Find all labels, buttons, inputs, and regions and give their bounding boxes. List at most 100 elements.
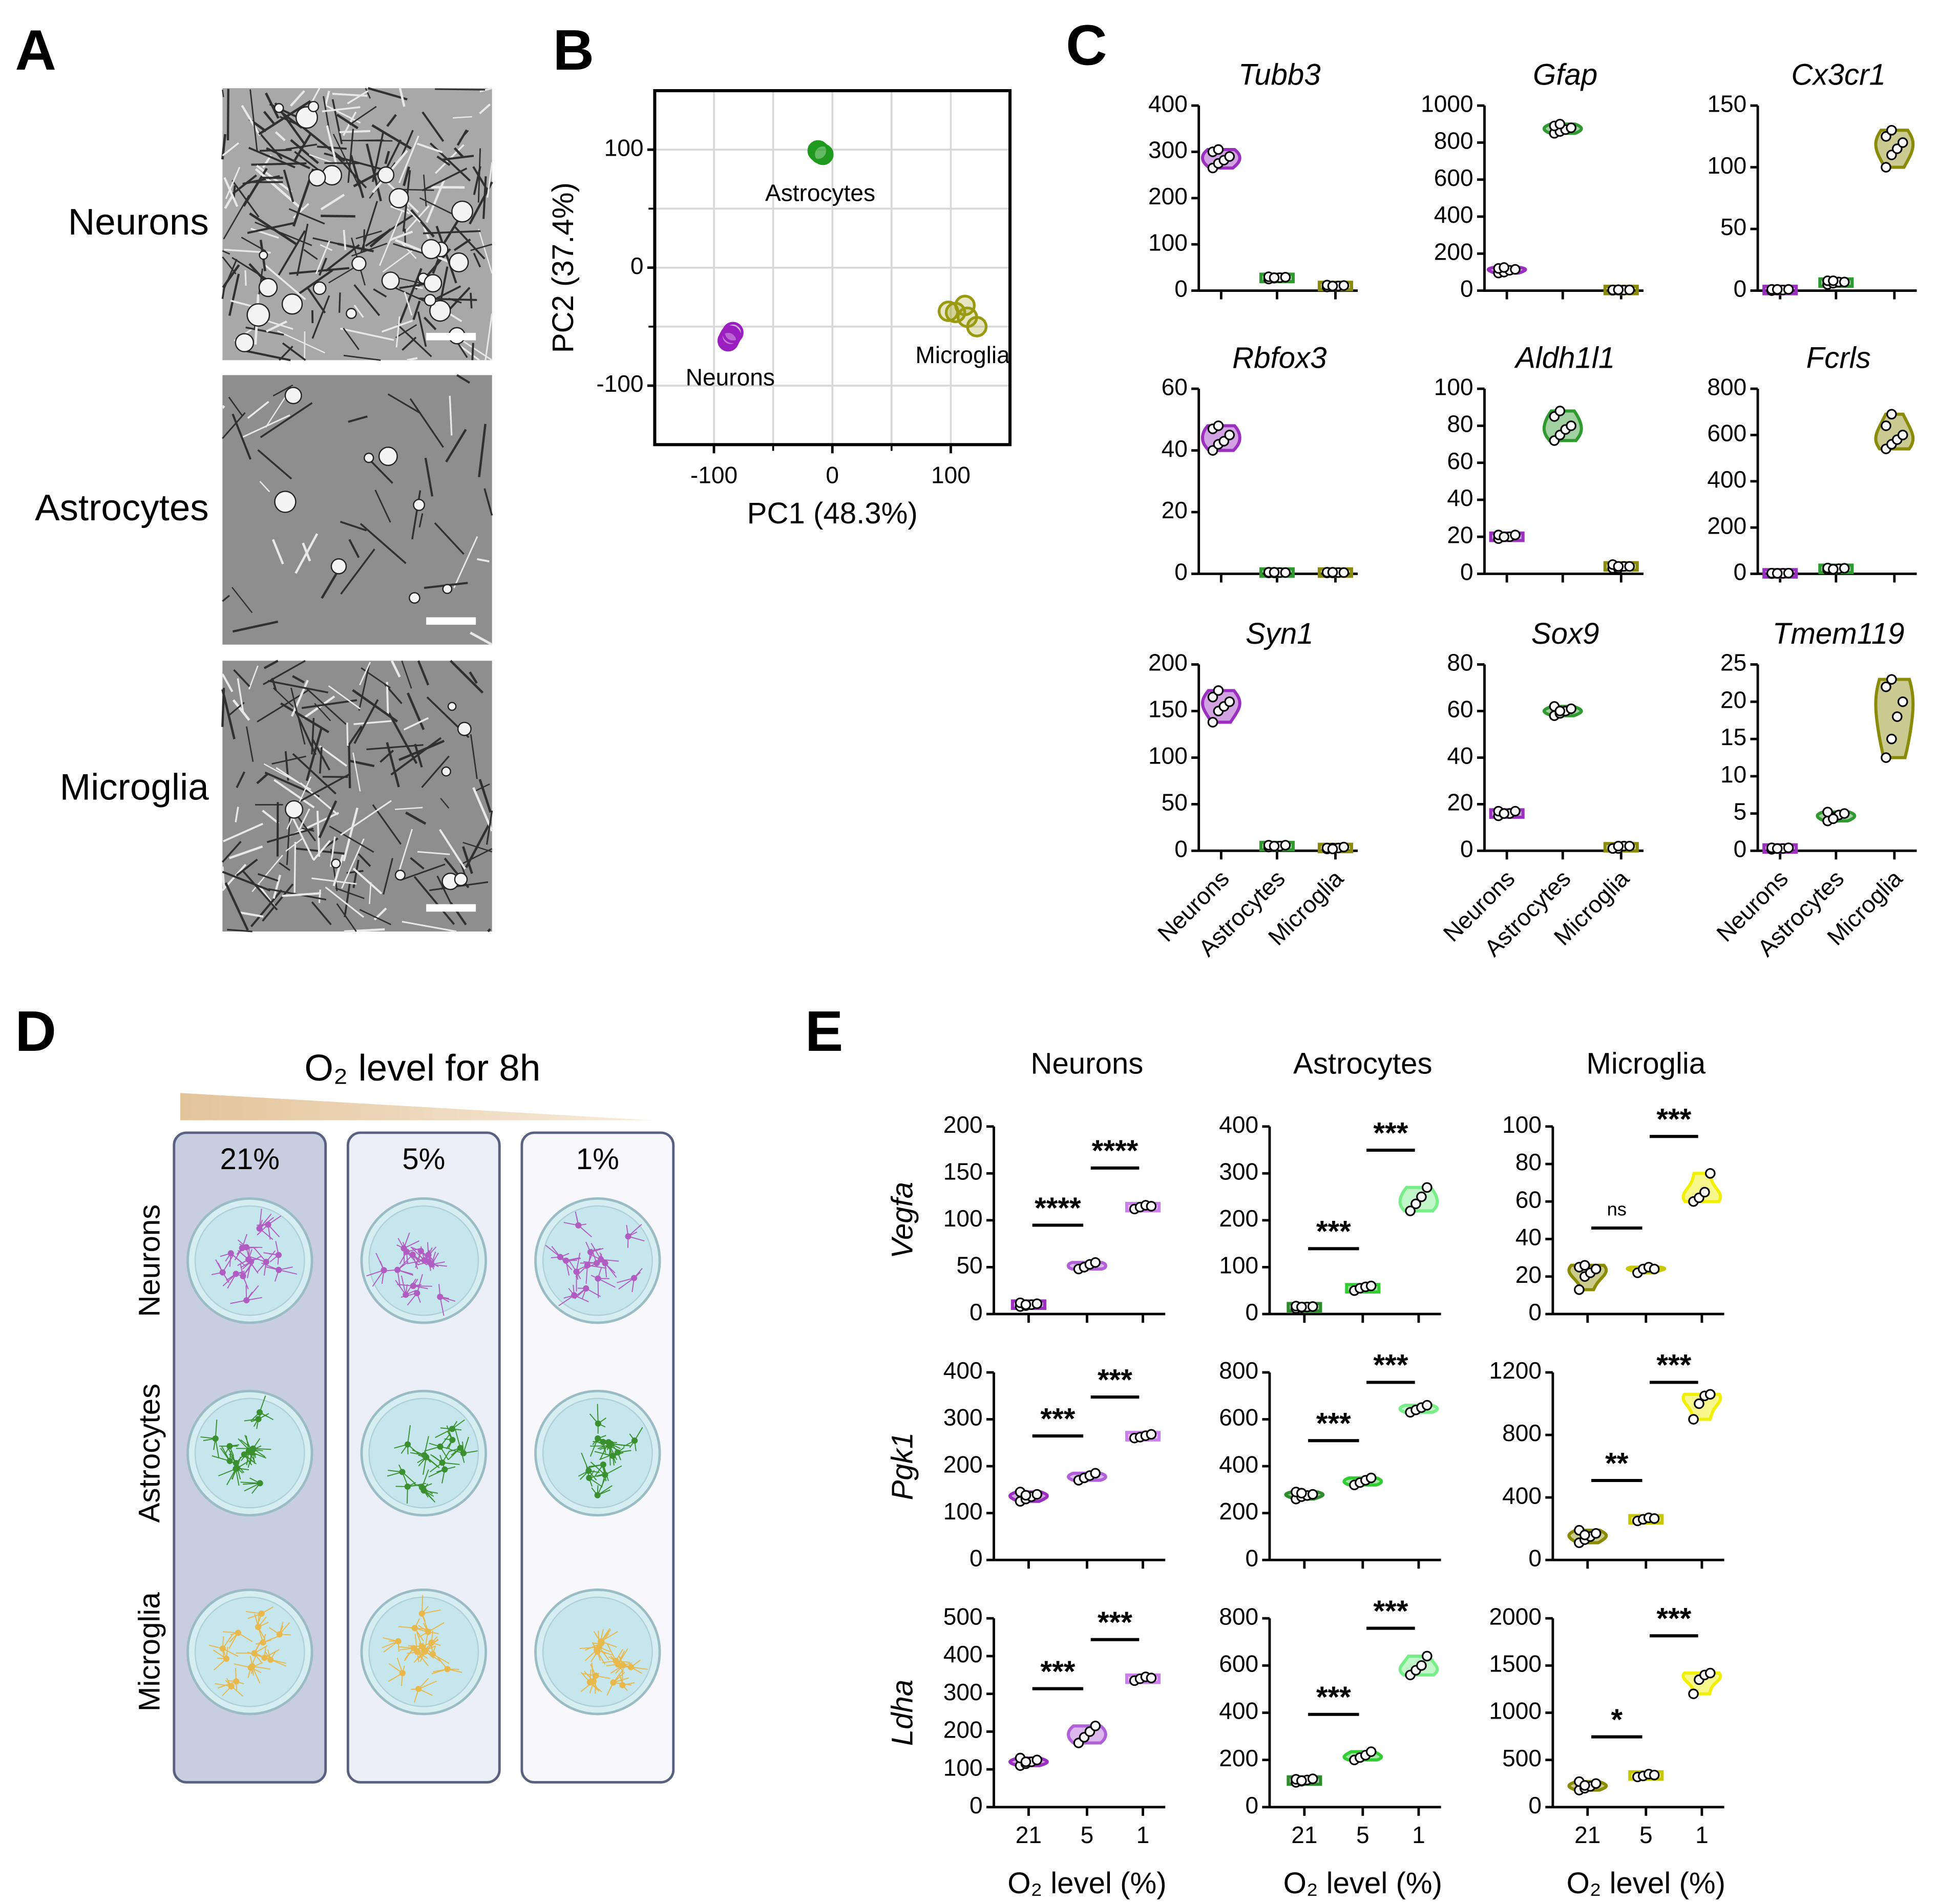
image-texture xyxy=(390,230,413,241)
image-texture xyxy=(359,908,391,925)
image-texture xyxy=(397,829,413,873)
cell-process xyxy=(587,1264,607,1269)
image-texture xyxy=(382,320,413,333)
y-tick-label: 150 xyxy=(1707,90,1746,117)
x-axis-label: O₂ level (%) xyxy=(1567,1867,1725,1900)
image-texture xyxy=(421,755,450,788)
y-tick-label: 100 xyxy=(1148,229,1188,256)
violin-plot: 0 100 200 300 400 Astrocytes *** *** xyxy=(1219,1047,1441,1325)
image-texture xyxy=(445,429,467,463)
image-texture xyxy=(223,822,263,842)
culture-dish xyxy=(360,1197,487,1324)
data-point xyxy=(1886,674,1897,685)
image-cell xyxy=(274,491,297,513)
image-texture xyxy=(275,131,286,141)
micrograph xyxy=(221,374,493,646)
y-tick-label: 80 xyxy=(1447,649,1473,676)
condition-label: 5% xyxy=(402,1143,445,1176)
data-point xyxy=(1649,1263,1660,1275)
image-texture xyxy=(336,903,357,932)
image-texture xyxy=(248,665,259,690)
culture-dish xyxy=(186,1389,313,1517)
data-point xyxy=(1296,1301,1307,1313)
y-tick-label: 200 xyxy=(1219,1498,1258,1525)
y-tick-label: 200 xyxy=(1148,649,1188,676)
cell-process xyxy=(254,1247,267,1262)
image-texture xyxy=(348,415,368,423)
x-tick-label: 100 xyxy=(931,461,971,488)
gene-title: Tubb3 xyxy=(1238,58,1321,92)
y-tick-label: 150 xyxy=(1148,696,1188,723)
cell-body xyxy=(256,1409,263,1415)
cell-body xyxy=(585,1467,592,1474)
data-point xyxy=(1090,1721,1101,1731)
panel-letter: E xyxy=(805,999,843,1063)
y-tick-label: 0 xyxy=(1174,836,1188,862)
image-texture xyxy=(366,744,424,750)
image-texture xyxy=(262,810,280,824)
image-texture xyxy=(266,828,314,843)
image-texture xyxy=(413,876,455,925)
cluster-label: Neurons xyxy=(686,364,775,391)
image-texture xyxy=(235,807,239,822)
significance-label: *** xyxy=(1316,1681,1351,1714)
cell-body xyxy=(219,1269,226,1276)
image-texture xyxy=(257,449,292,480)
cell-process xyxy=(600,1631,618,1642)
cell-body xyxy=(418,1610,425,1617)
culture-dish xyxy=(534,1197,661,1324)
y-tick-label: 60 xyxy=(1447,696,1473,723)
panel-letter: A xyxy=(15,18,56,82)
image-texture xyxy=(221,405,225,409)
image-texture xyxy=(405,811,427,825)
image-texture xyxy=(390,737,442,776)
y-tick-label: 60 xyxy=(1515,1186,1542,1213)
image-texture xyxy=(368,87,408,101)
cell-process xyxy=(401,1275,407,1295)
image-texture xyxy=(321,215,355,218)
image-texture xyxy=(341,838,365,889)
image-texture xyxy=(429,881,489,892)
data-point xyxy=(1307,1489,1318,1500)
image-texture xyxy=(292,675,305,684)
image-cell xyxy=(364,452,374,463)
image-texture xyxy=(350,155,365,198)
image-texture xyxy=(290,680,309,717)
image-texture xyxy=(228,845,263,859)
cell-body xyxy=(243,1297,250,1304)
data-point xyxy=(1649,1769,1660,1781)
image-texture xyxy=(231,174,257,196)
violin-plot: 0 50 100 150 Cx3cr1 xyxy=(1707,58,1917,302)
image-texture xyxy=(343,327,360,350)
image-texture xyxy=(353,171,381,187)
image-texture xyxy=(394,807,423,810)
image-texture xyxy=(452,116,472,119)
cell-body xyxy=(251,1650,258,1657)
y-tick-label: 400 xyxy=(943,1641,983,1667)
data-point xyxy=(1365,1746,1377,1757)
cell-body xyxy=(241,1451,247,1458)
cell-body xyxy=(584,1262,591,1268)
y-tick-label: 100 xyxy=(1502,1111,1542,1138)
image-texture xyxy=(249,89,258,151)
violin xyxy=(1681,1172,1722,1203)
cell-body xyxy=(600,1461,606,1468)
cell-body xyxy=(404,1441,411,1448)
y-tick-label: 600 xyxy=(1219,1404,1258,1431)
image-cell xyxy=(346,308,357,319)
cell-process xyxy=(591,1662,594,1682)
cell-body xyxy=(401,1245,407,1252)
cell-body xyxy=(243,1244,249,1251)
culture-dish xyxy=(534,1389,661,1517)
cell-type-label: Microglia xyxy=(133,1592,166,1711)
data-point xyxy=(1897,137,1908,148)
data-point xyxy=(1566,420,1576,431)
image-texture xyxy=(228,273,240,316)
image-texture xyxy=(436,875,453,905)
y-tick-label: 500 xyxy=(943,1603,983,1630)
significance-label: *** xyxy=(1098,1606,1132,1639)
data-point xyxy=(1839,808,1850,819)
image-texture xyxy=(221,673,234,692)
cluster-label: Astrocytes xyxy=(765,180,875,206)
